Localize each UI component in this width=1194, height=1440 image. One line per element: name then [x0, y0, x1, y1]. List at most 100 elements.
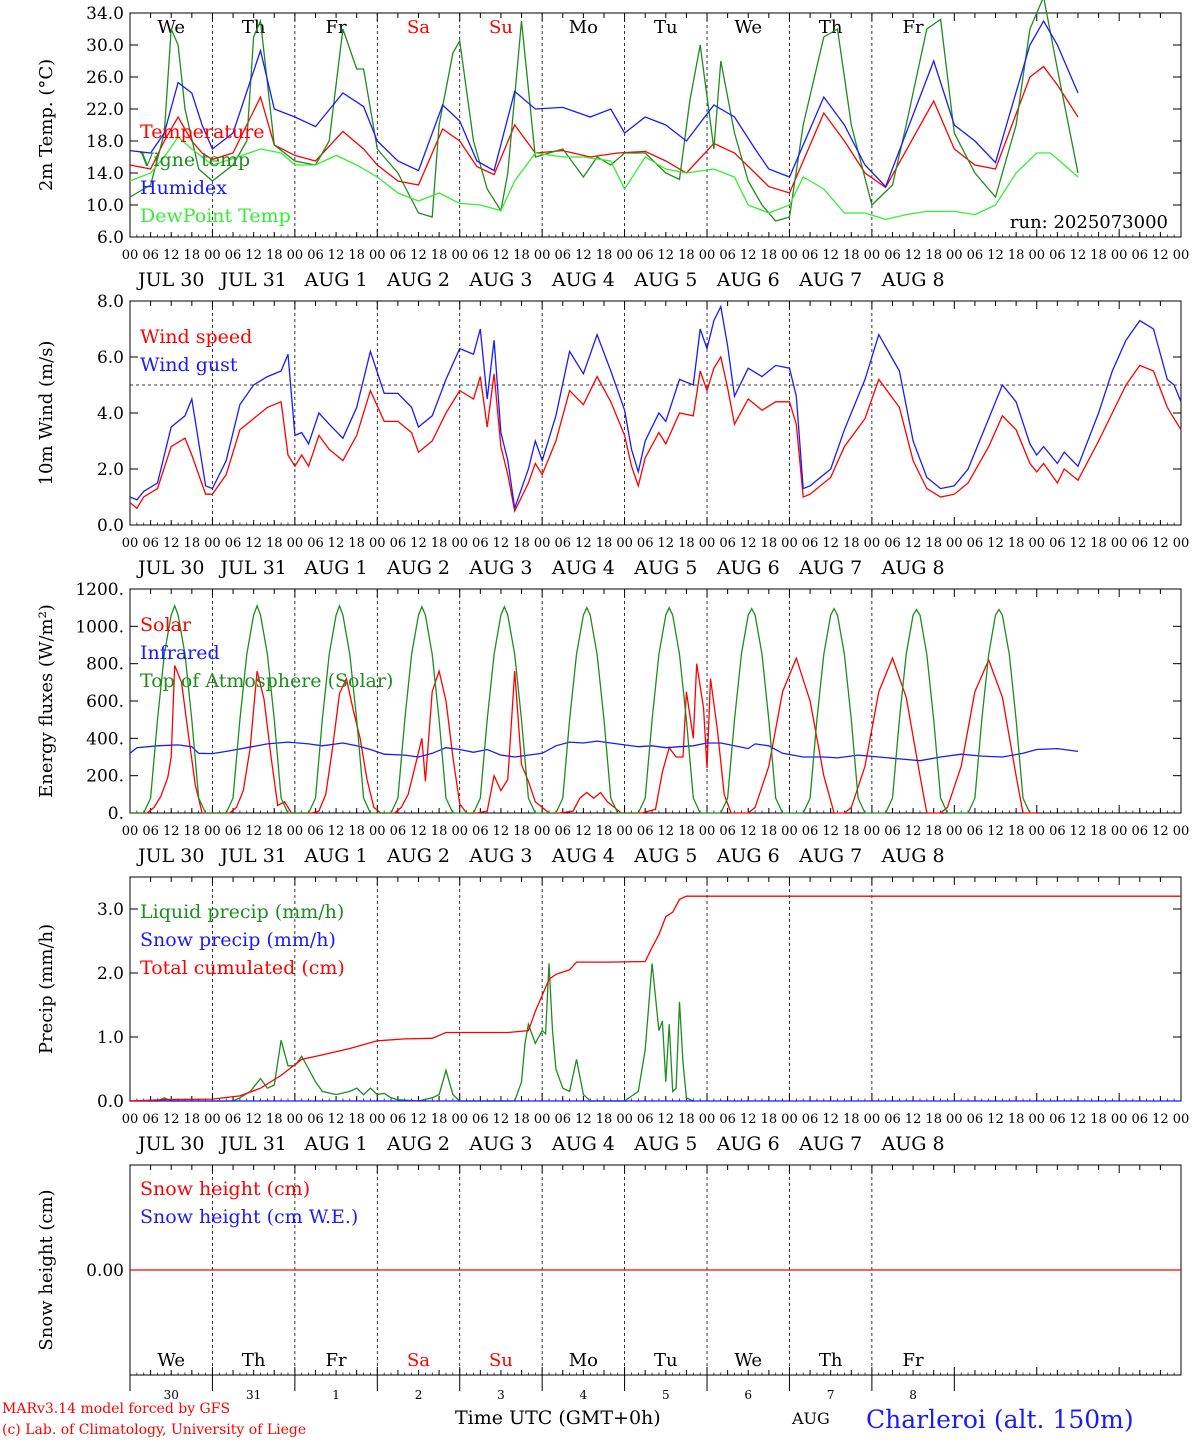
hour-label: 06 — [472, 248, 489, 263]
hour-label: 18 — [925, 536, 942, 551]
hour-label: 06 — [307, 824, 324, 839]
hour-label: 06 — [225, 248, 242, 263]
legend-entry: Vigne temp — [139, 149, 250, 171]
hour-label: 06 — [1132, 824, 1149, 839]
hour-label: 00 — [864, 824, 881, 839]
hour-label: 06 — [802, 824, 819, 839]
date-label: AUG 8 — [881, 845, 945, 867]
hour-label: 00 — [864, 536, 881, 551]
day-of-week-label: Mo — [569, 17, 598, 38]
hour-label: 06 — [967, 1112, 984, 1127]
hour-label: 18 — [266, 1112, 283, 1127]
hour-label: 00 — [287, 1112, 304, 1127]
plot-frame — [129, 588, 1182, 814]
bottom-day-number: 2 — [415, 1388, 423, 1402]
hour-label: 12 — [328, 536, 345, 551]
bottom-day-number: 30 — [164, 1388, 179, 1402]
hour-label: 12 — [905, 248, 922, 263]
date-label: AUG 2 — [386, 557, 450, 579]
date-label: AUG 3 — [468, 557, 532, 579]
y-tick-label: 0.00 — [86, 1261, 124, 1281]
hour-label: 06 — [142, 824, 159, 839]
hour-label: 12 — [1152, 1112, 1169, 1127]
hour-label: 06 — [967, 536, 984, 551]
bottom-day-number: 3 — [497, 1388, 505, 1402]
hour-label: 18 — [431, 1112, 448, 1127]
hour-label: 18 — [1008, 536, 1025, 551]
hour-label: 12 — [987, 1112, 1004, 1127]
date-label: AUG 3 — [468, 269, 532, 291]
hour-label: 12 — [410, 1112, 427, 1127]
bottom-day-number: 6 — [744, 1388, 752, 1402]
hour-label: 18 — [513, 248, 530, 263]
hour-label: 12 — [163, 824, 180, 839]
hour-label: 06 — [307, 1112, 324, 1127]
hour-label: 12 — [328, 248, 345, 263]
bottom-day-number: 5 — [662, 1388, 670, 1402]
hour-label: 12 — [328, 824, 345, 839]
y-tick-label: 0.0 — [97, 1092, 124, 1112]
hour-label: 06 — [472, 536, 489, 551]
hour-label: 12 — [493, 1112, 510, 1127]
panel-3: 0. 200. 400. 600. 800. 1000. 1200. Energy fluxe… — [36, 580, 1189, 867]
date-label: AUG 5 — [633, 1133, 697, 1155]
day-of-week-label: We — [157, 17, 185, 38]
hour-label: 06 — [472, 1112, 489, 1127]
date-label: AUG 2 — [386, 1133, 450, 1155]
y-tick-label: 18.0 — [86, 132, 124, 152]
date-label: AUG 4 — [551, 1133, 615, 1155]
hour-label: 00 — [1111, 536, 1128, 551]
hour-label: 18 — [348, 536, 365, 551]
hour-label: 06 — [1049, 824, 1066, 839]
hour-label: 18 — [348, 248, 365, 263]
y-tick-label: 4.0 — [97, 404, 124, 424]
hour-label: 00 — [122, 1112, 139, 1127]
y-tick-label: 3.0 — [97, 900, 124, 920]
y-tick-label: 30.0 — [86, 36, 124, 56]
bottom-day-of-week: We — [734, 1350, 762, 1371]
hour-label: 00 — [369, 824, 386, 839]
hour-label: 00 — [1111, 1112, 1128, 1127]
hour-label: 12 — [163, 248, 180, 263]
hour-label: 12 — [905, 536, 922, 551]
hour-label: 00 — [1173, 536, 1190, 551]
hour-label: 18 — [266, 536, 283, 551]
series-temperature — [129, 65, 1079, 194]
y-tick-label: 200. — [86, 767, 124, 787]
date-label: AUG 5 — [633, 845, 697, 867]
date-label: AUG 4 — [551, 557, 615, 579]
bottom-day-of-week: Th — [819, 1350, 843, 1371]
hour-label: 12 — [1152, 536, 1169, 551]
hour-label: 00 — [451, 824, 468, 839]
hour-label: 00 — [122, 536, 139, 551]
panel-4: 0.0 1.0 2.0 3.0 Precip (mm/h) Liquid precip (… — [36, 876, 1189, 1155]
date-label: AUG 6 — [716, 557, 780, 579]
hour-label: 00 — [781, 248, 798, 263]
bottom-day-of-week: Th — [242, 1350, 266, 1371]
hour-label: 18 — [184, 824, 201, 839]
date-label: JUL 30 — [136, 845, 204, 867]
series-top-of-atmosphere-solar- — [130, 603, 1031, 814]
hour-label: 06 — [967, 248, 984, 263]
y-tick-label: 2.0 — [97, 460, 124, 480]
footer-time-axis-label: Time UTC (GMT+0h) — [455, 1407, 661, 1429]
hour-label: 00 — [204, 248, 221, 263]
hour-label: 12 — [822, 536, 839, 551]
y-axis-label: 2m Temp. (°C) — [36, 59, 57, 191]
hour-label: 18 — [1090, 248, 1107, 263]
hour-label: 18 — [513, 1112, 530, 1127]
hour-label: 12 — [410, 536, 427, 551]
series-wind-gust — [129, 304, 1182, 509]
date-label: AUG 6 — [716, 269, 780, 291]
hour-label: 18 — [266, 248, 283, 263]
hour-label: 18 — [925, 248, 942, 263]
y-tick-label: 400. — [86, 729, 124, 749]
date-label: AUG 3 — [468, 845, 532, 867]
hour-label: 06 — [554, 536, 571, 551]
hour-label: 18 — [1090, 824, 1107, 839]
bottom-day-of-week: Su — [489, 1350, 513, 1371]
hour-label: 12 — [575, 824, 592, 839]
series-humidex — [129, 19, 1079, 188]
footer-month-label: AUG — [791, 1409, 830, 1428]
